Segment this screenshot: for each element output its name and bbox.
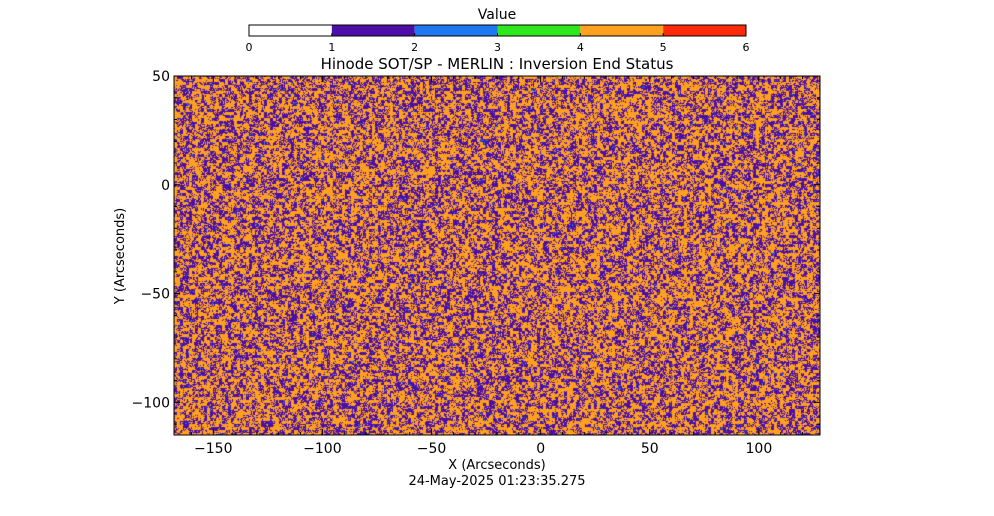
x-tick-label: 50	[641, 441, 659, 457]
colorbar-tick-label: 4	[577, 41, 584, 54]
colorbar-tick-label: 0	[246, 41, 253, 54]
x-tick-label: −150	[194, 441, 232, 457]
y-tick-label: −100	[132, 395, 170, 411]
colorbar-tick-label: 2	[411, 41, 418, 54]
colorbar-bin	[497, 25, 581, 36]
x-tick-label: 100	[746, 441, 773, 457]
heatmap-image	[174, 76, 820, 435]
y-tick-label: −50	[140, 287, 170, 303]
heatmap-plot-area	[173, 75, 821, 436]
colorbar-tick-label: 5	[660, 41, 667, 54]
y-tick-label: 50	[152, 69, 170, 85]
y-axis: −100 −50 0 50	[132, 69, 820, 425]
colorbar-tick-label: 6	[743, 41, 750, 54]
x-tick-label: −100	[303, 441, 341, 457]
colorbar-bin	[663, 25, 746, 36]
colorbar-title: Value	[478, 7, 516, 23]
y-axis-label: Y (Arcseconds)	[113, 208, 128, 305]
colorbar-bin	[249, 25, 332, 36]
colorbar-tick-label: 1	[328, 41, 335, 54]
colorbar-ticks: 0 1 2 3 4 5 6	[246, 33, 750, 54]
footer-timestamp: 24-May-2025 01:23:35.275	[408, 474, 585, 489]
colorbar-tick-label: 3	[494, 41, 501, 54]
chart-title: Hinode SOT/SP - MERLIN : Inversion End S…	[321, 55, 674, 73]
x-tick-label: −50	[417, 441, 447, 457]
colorbar-bin	[331, 25, 415, 36]
x-axis: −150 −100 −50 0 50 100	[190, 76, 804, 457]
x-axis-label: X (Arcseconds)	[448, 458, 545, 473]
colorbar-bin	[414, 25, 498, 36]
y-tick-label: 0	[161, 178, 170, 194]
x-tick-label: 0	[536, 441, 545, 457]
colorbar-bin	[580, 25, 664, 36]
